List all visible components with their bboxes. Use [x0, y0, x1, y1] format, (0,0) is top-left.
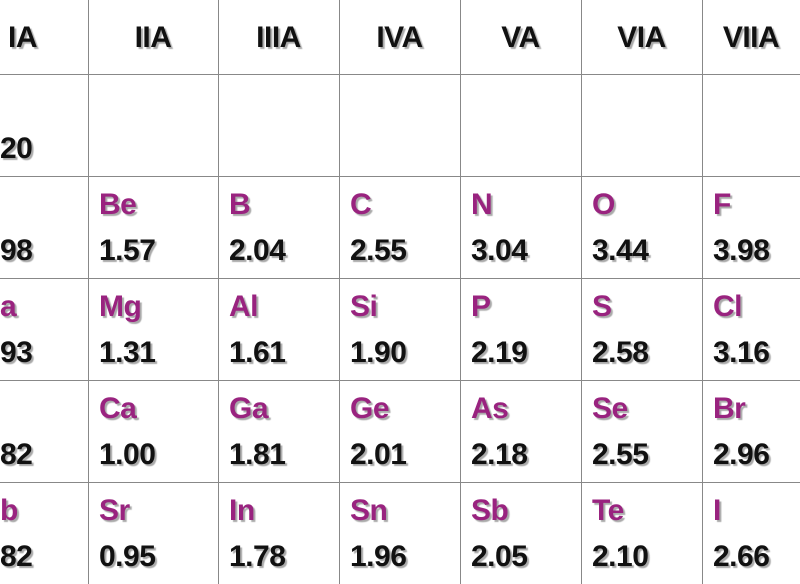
column-divider [702, 0, 703, 584]
element-symbol: I [713, 494, 721, 527]
electronegativity: 82 [0, 438, 33, 471]
row-divider [0, 74, 800, 75]
electronegativity: 2.04 [229, 234, 286, 267]
element-symbol: C [350, 188, 372, 221]
column-divider [88, 0, 89, 584]
electronegativity: 1.57 [99, 234, 156, 267]
element-symbol: Be [99, 188, 137, 221]
element-symbol: F [713, 188, 731, 221]
electronegativity: 3.16 [713, 336, 770, 369]
electronegativity: 3.98 [713, 234, 770, 267]
element-symbol: Se [592, 392, 628, 425]
element-symbol: Mg [99, 290, 142, 323]
electronegativity: 2.10 [592, 540, 649, 573]
column-header: VIIA [722, 21, 780, 54]
electronegativity: 1.90 [350, 336, 407, 369]
element-symbol: As [471, 392, 509, 425]
element-symbol: b [0, 494, 18, 527]
electronegativity: 3.44 [592, 234, 649, 267]
electronegativity: 2.55 [350, 234, 407, 267]
element-symbol: B [229, 188, 251, 221]
element-symbol: Te [592, 494, 624, 527]
element-symbol: Al [229, 290, 259, 323]
element-symbol: Ga [229, 392, 269, 425]
element-symbol: Cl [713, 290, 743, 323]
column-header: VIA [617, 21, 666, 54]
column-divider [218, 0, 219, 584]
row-divider [0, 278, 800, 279]
electronegativity: 2.19 [471, 336, 528, 369]
element-symbol: Sn [350, 494, 388, 527]
electronegativity: 3.04 [471, 234, 528, 267]
electronegativity: 98 [0, 234, 33, 267]
row-divider [0, 176, 800, 177]
element-symbol: S [592, 290, 612, 323]
electronegativity: 1.96 [350, 540, 407, 573]
electronegativity: 2.96 [713, 438, 770, 471]
electronegativity: 1.81 [229, 438, 286, 471]
column-header: IIA [134, 21, 172, 54]
element-symbol: Ge [350, 392, 390, 425]
electronegativity: 0.95 [99, 540, 156, 573]
element-symbol: Br [713, 392, 746, 425]
element-symbol: Ca [99, 392, 137, 425]
electronegativity: 2.58 [592, 336, 649, 369]
column-header: IIIA [256, 21, 301, 54]
element-symbol: Si [350, 290, 378, 323]
element-symbol: O [592, 188, 615, 221]
element-symbol: Sr [99, 494, 130, 527]
element-symbol: N [471, 188, 493, 221]
electronegativity: 2.66 [713, 540, 770, 573]
element-symbol: P [471, 290, 491, 323]
electronegativity: 1.00 [99, 438, 156, 471]
element-symbol: a [0, 290, 17, 323]
column-header: VA [501, 21, 540, 54]
column-divider [581, 0, 582, 584]
row-divider [0, 482, 800, 483]
column-divider [460, 0, 461, 584]
electronegativity: 82 [0, 540, 33, 573]
element-symbol: Sb [471, 494, 509, 527]
column-header: IA [8, 21, 38, 54]
electronegativity: 1.61 [229, 336, 286, 369]
electronegativity: 2.01 [350, 438, 407, 471]
electronegativity: 93 [0, 336, 33, 369]
row-divider [0, 380, 800, 381]
electronegativity: 1.31 [99, 336, 156, 369]
column-divider [339, 0, 340, 584]
electronegativity: 1.78 [229, 540, 286, 573]
column-header: IVA [376, 21, 423, 54]
element-symbol: In [229, 494, 255, 527]
electronegativity: 2.05 [471, 540, 528, 573]
electronegativity: 20 [0, 132, 33, 165]
electronegativity: 2.55 [592, 438, 649, 471]
electronegativity: 2.18 [471, 438, 528, 471]
